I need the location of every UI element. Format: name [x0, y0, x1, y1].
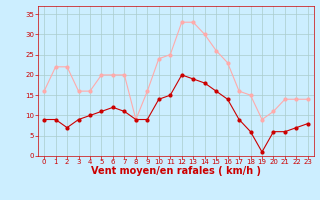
X-axis label: Vent moyen/en rafales ( km/h ): Vent moyen/en rafales ( km/h ) [91, 166, 261, 176]
